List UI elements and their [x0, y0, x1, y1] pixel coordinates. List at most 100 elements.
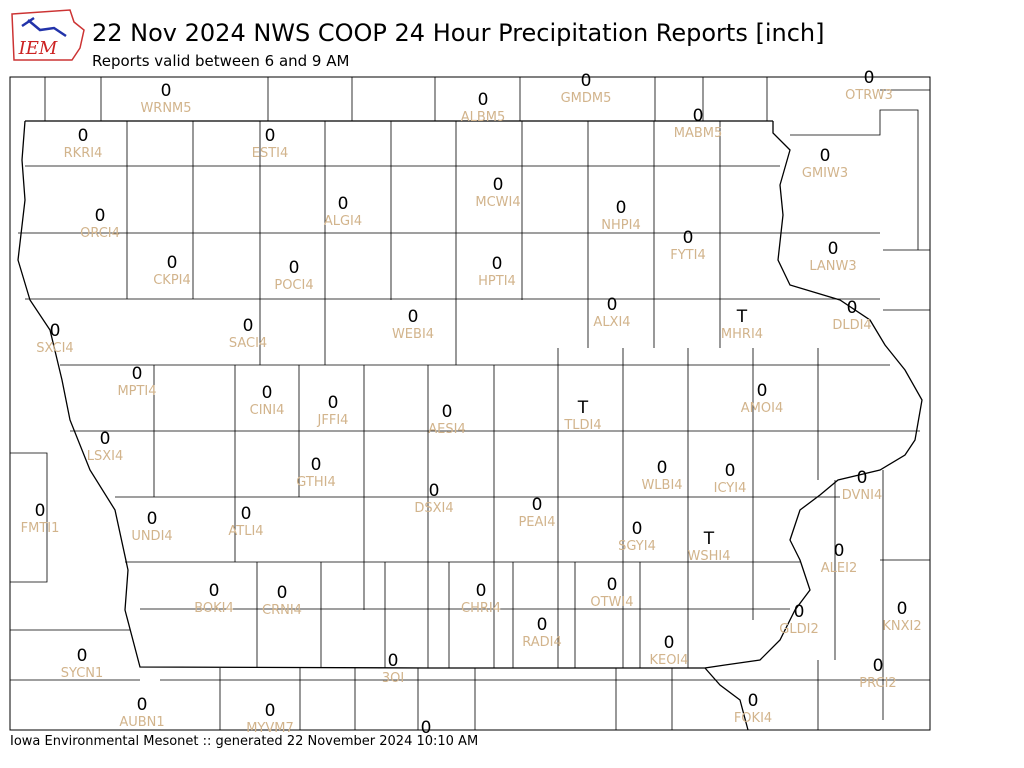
station-value: 0 [820, 146, 831, 166]
station-value: 0 [632, 519, 643, 539]
station-id: SGYI4 [618, 539, 656, 554]
station-value: 0 [243, 316, 254, 336]
station-id: GLDI2 [779, 622, 818, 637]
station-value: 0 [828, 239, 839, 259]
station-id: FMTI1 [21, 521, 60, 536]
county-lines [10, 109, 930, 730]
station-id: HPTI4 [478, 274, 516, 289]
station-id: GTHI4 [296, 475, 335, 490]
station-id: GMDM5 [561, 91, 612, 106]
station-value: 0 [35, 501, 46, 521]
station-value: 0 [493, 175, 504, 195]
station-value: 0 [476, 581, 487, 601]
station-id: CRNI4 [262, 603, 302, 618]
station-value: 0 [137, 695, 148, 715]
station-id: POCI4 [274, 278, 313, 293]
station-id: FOKI4 [734, 711, 772, 726]
station-value: 0 [757, 381, 768, 401]
station-value: 0 [262, 383, 273, 403]
station-id: ALGI4 [324, 214, 362, 229]
station-id: PEAI4 [518, 515, 555, 530]
station-id: DLDI4 [832, 318, 871, 333]
station-value: 0 [857, 468, 868, 488]
station-value: 0 [607, 295, 618, 315]
station-id: CINI4 [250, 403, 285, 418]
station-value: 0 [209, 581, 220, 601]
station-id: LSXI4 [87, 449, 124, 464]
station-value: 0 [442, 402, 453, 422]
station-value: 0 [100, 429, 111, 449]
station-value: 0 [616, 198, 627, 218]
station-id: MHRI4 [721, 327, 763, 342]
station-value: 0 [265, 701, 276, 721]
station-value: 0 [328, 393, 339, 413]
station-id: JFFI4 [317, 413, 349, 428]
station-value: 0 [78, 126, 89, 146]
station-value: 0 [864, 68, 875, 88]
station-value: 0 [537, 615, 548, 635]
station-id: MCWI4 [475, 195, 520, 210]
station-id: OTRW3 [845, 88, 893, 103]
footer: Iowa Environmental Mesonet :: generated … [10, 734, 478, 749]
station-id: SYCN1 [61, 666, 104, 681]
station-value: 0 [657, 458, 668, 478]
logo-mark [21, 16, 67, 38]
station-value: 0 [897, 599, 908, 619]
station-value: 0 [492, 254, 503, 274]
station-id: TLDI4 [563, 418, 601, 433]
station-id: MABM5 [674, 126, 723, 141]
map-frame [9, 76, 931, 731]
logo: IEM [11, 9, 85, 61]
station-id: WSHI4 [688, 549, 731, 564]
station-value: 0 [50, 321, 61, 341]
station-id: UNDI4 [131, 529, 172, 544]
station-value: 0 [77, 646, 88, 666]
station-value: 0 [241, 504, 252, 524]
station-id: AUBN1 [119, 715, 164, 730]
station-id: MYVM7 [246, 721, 294, 736]
station-id: ATLI4 [228, 524, 263, 539]
station-id: ORCI4 [80, 226, 120, 241]
station-id: LANW3 [809, 259, 856, 274]
station-id: RADI4 [522, 635, 562, 650]
station-value: 0 [607, 575, 618, 595]
station-value: 0 [265, 126, 276, 146]
station-value: T [703, 529, 715, 549]
station-value: 0 [429, 481, 440, 501]
station-id: WRNM5 [140, 101, 191, 116]
logo-text: IEM [18, 38, 58, 59]
station-value: 0 [664, 633, 675, 653]
station-value: 0 [338, 194, 349, 214]
station-value: 0 [147, 509, 158, 529]
station-id: SXCI4 [36, 341, 73, 356]
station-id: OTWI4 [590, 595, 633, 610]
station-id: KEOI4 [649, 653, 688, 668]
state-border [17, 120, 923, 731]
station-value: 0 [95, 206, 106, 226]
station-id: AESI4 [428, 422, 465, 437]
station-value: 0 [873, 656, 884, 676]
station-id: WLBI4 [641, 478, 682, 493]
station-id: MPTI4 [117, 384, 156, 399]
station-id: GMIW3 [802, 166, 848, 181]
station-id: ALEI2 [821, 561, 857, 576]
station-value: 0 [847, 298, 858, 318]
station-value: 0 [683, 228, 694, 248]
title: 22 Nov 2024 NWS COOP 24 Hour Precipitati… [92, 19, 824, 47]
station-id: PRCI2 [859, 676, 896, 691]
station-value: T [577, 398, 589, 418]
station-value: 0 [167, 253, 178, 273]
station-id: 3OI [382, 671, 404, 686]
station-value: 0 [388, 651, 399, 671]
station-id: CHRI4 [461, 601, 501, 616]
station-value: T [736, 307, 748, 327]
station-id: SACI4 [229, 336, 267, 351]
station-value: 0 [581, 71, 592, 91]
station-id: CKPI4 [153, 273, 191, 288]
station-value: 0 [132, 364, 143, 384]
station-value: 0 [834, 541, 845, 561]
station-value: 0 [748, 691, 759, 711]
station-id: ESTI4 [252, 146, 289, 161]
